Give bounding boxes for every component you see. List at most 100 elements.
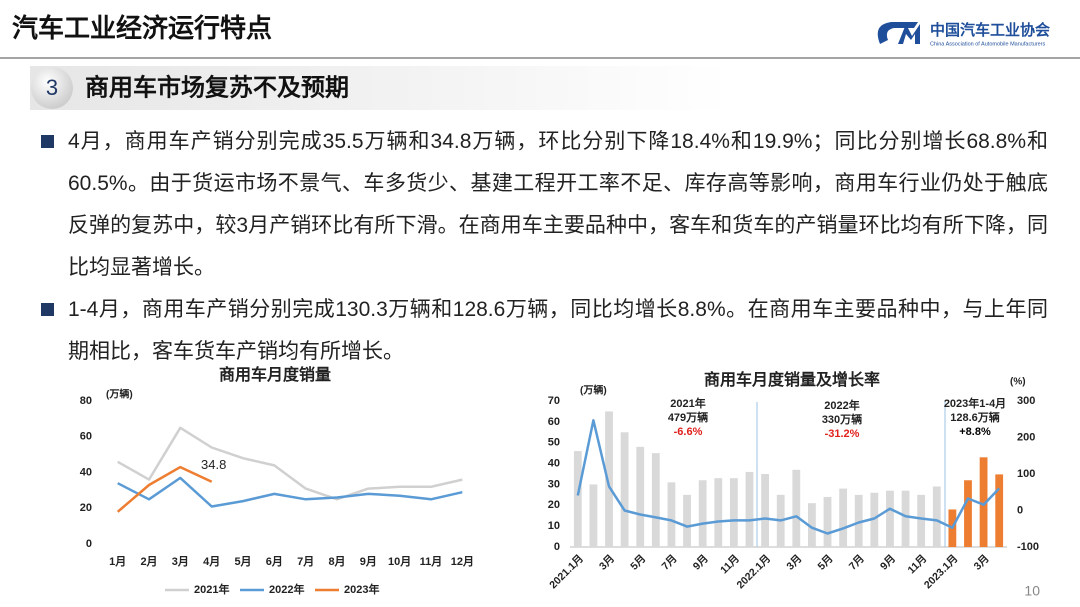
y2-tick-label: 100 bbox=[1017, 468, 1035, 480]
bar bbox=[901, 490, 910, 547]
bar bbox=[964, 480, 972, 547]
section-band bbox=[30, 66, 730, 110]
x-tick-label: 4月 bbox=[203, 555, 220, 568]
bar bbox=[605, 411, 613, 547]
bar bbox=[792, 469, 801, 547]
line bbox=[576, 419, 1001, 535]
logo-name: 中国汽车工业协会 bbox=[930, 21, 1050, 39]
line bbox=[117, 476, 463, 508]
x-tick-label: 7月 bbox=[847, 553, 867, 573]
y-tick-label: 0 bbox=[86, 538, 92, 550]
y2-tick-label: 200 bbox=[1017, 431, 1035, 443]
chart-title: 商用车月度销量及增长率 bbox=[704, 370, 880, 389]
legend-label: 2022年 bbox=[269, 582, 304, 596]
x-tick-label: 2022.1月 bbox=[735, 553, 774, 592]
annotation: 479万辆 bbox=[668, 410, 708, 424]
x-tick-label: 2021.1月 bbox=[547, 553, 586, 592]
x-tick-label: 2023.1月 bbox=[922, 553, 961, 592]
logo-icon bbox=[877, 22, 918, 44]
x-tick-label: 11月 bbox=[905, 553, 929, 577]
y2-tick-label: 300 bbox=[1017, 395, 1035, 407]
legend-label: 2023年 bbox=[344, 582, 379, 596]
x-tick-label: 3月 bbox=[784, 553, 804, 573]
annotation: 330万辆 bbox=[822, 412, 862, 426]
bar bbox=[839, 488, 848, 547]
y-tick-label: 60 bbox=[548, 416, 560, 428]
x-tick-label: 3月 bbox=[597, 553, 617, 573]
annotation-change: -6.6% bbox=[674, 426, 703, 438]
axis-unit: (万辆) bbox=[106, 388, 133, 401]
bullet-list: 4月，商用车产销分别完成35.5万辆和34.8万辆，环比分别下降18.4%和19… bbox=[41, 121, 1048, 373]
annotation-change: +8.8% bbox=[959, 426, 991, 438]
bar bbox=[573, 451, 582, 547]
page-title: 汽车工业经济运行特点 bbox=[12, 13, 272, 43]
bar bbox=[714, 478, 723, 547]
x-tick-label: 5月 bbox=[234, 555, 251, 568]
x-tick-label: 5月 bbox=[816, 553, 836, 573]
bar bbox=[870, 492, 879, 547]
bar bbox=[808, 503, 816, 547]
y-tick-label: 20 bbox=[80, 502, 92, 514]
section-ball bbox=[31, 67, 73, 109]
chart-title: 商用车月度销量 bbox=[219, 365, 331, 384]
axis-unit: (%) bbox=[1010, 377, 1026, 388]
bar bbox=[729, 478, 738, 547]
x-tick-label: 1月 bbox=[109, 555, 126, 568]
x-tick-label: 10月 bbox=[388, 555, 411, 568]
x-tick-label: 2月 bbox=[140, 555, 157, 568]
x-tick-label: 7月 bbox=[659, 553, 679, 573]
line bbox=[116, 465, 213, 513]
x-tick-label: 9月 bbox=[691, 553, 711, 573]
logo-icon bbox=[898, 24, 920, 44]
y-tick-label: 10 bbox=[548, 520, 560, 532]
y-tick-label: 80 bbox=[80, 395, 92, 407]
bar bbox=[667, 482, 676, 547]
legend-label: 2021年 bbox=[194, 582, 229, 596]
bar bbox=[854, 494, 863, 547]
y-tick-label: 30 bbox=[548, 478, 560, 490]
x-tick-label: 5月 bbox=[628, 553, 648, 573]
bar bbox=[636, 446, 645, 547]
annotation: 2022年 bbox=[824, 398, 859, 412]
page-number: 10 bbox=[1024, 583, 1040, 599]
bar bbox=[620, 432, 629, 547]
annotation: 2021年 bbox=[670, 396, 705, 410]
y-tick-label: 0 bbox=[554, 541, 560, 553]
bar bbox=[761, 474, 769, 547]
section-title: 商用车市场复苏不及预期 bbox=[85, 73, 349, 101]
x-tick-label: 9月 bbox=[360, 555, 377, 568]
y-tick-label: 20 bbox=[548, 499, 560, 511]
bar bbox=[651, 453, 660, 547]
annotation: 128.6万辆 bbox=[950, 410, 1000, 424]
section-number: 3 bbox=[46, 75, 58, 100]
x-tick-label: 3月 bbox=[972, 553, 992, 573]
axis-unit: (万辆) bbox=[580, 384, 607, 397]
y-tick-label: 40 bbox=[548, 457, 560, 469]
x-tick-label: 12月 bbox=[451, 555, 474, 568]
x-tick-label: 3月 bbox=[172, 555, 189, 568]
bullet: 4月，商用车产销分别完成35.5万辆和34.8万辆，环比分别下降18.4%和19… bbox=[41, 121, 1048, 289]
bar bbox=[683, 494, 691, 547]
annotation-change: -31.2% bbox=[825, 428, 860, 440]
x-tick-label: 7月 bbox=[297, 555, 314, 568]
logo-subtitle: China Association of Automobile Manufact… bbox=[930, 41, 1046, 47]
bar bbox=[917, 494, 926, 547]
bar bbox=[745, 471, 754, 547]
bar bbox=[698, 480, 707, 547]
line bbox=[117, 426, 463, 501]
y-tick-label: 60 bbox=[80, 431, 92, 443]
bar bbox=[886, 490, 894, 547]
y2-tick-label: 0 bbox=[1017, 504, 1023, 516]
bar bbox=[823, 496, 832, 547]
bullet: 1-4月，商用车产销分别完成130.3万辆和128.6万辆，同比均增长8.8%。… bbox=[41, 289, 1048, 373]
x-tick-label: 9月 bbox=[878, 553, 898, 573]
bar bbox=[589, 484, 598, 547]
data-label: 34.8 bbox=[201, 457, 226, 472]
y2-tick-label: -100 bbox=[1017, 541, 1039, 553]
x-tick-label: 6月 bbox=[266, 555, 283, 568]
x-tick-label: 11月 bbox=[420, 555, 443, 568]
bar bbox=[995, 474, 1004, 547]
x-tick-label: 11月 bbox=[718, 553, 742, 577]
y-tick-label: 70 bbox=[548, 395, 560, 407]
